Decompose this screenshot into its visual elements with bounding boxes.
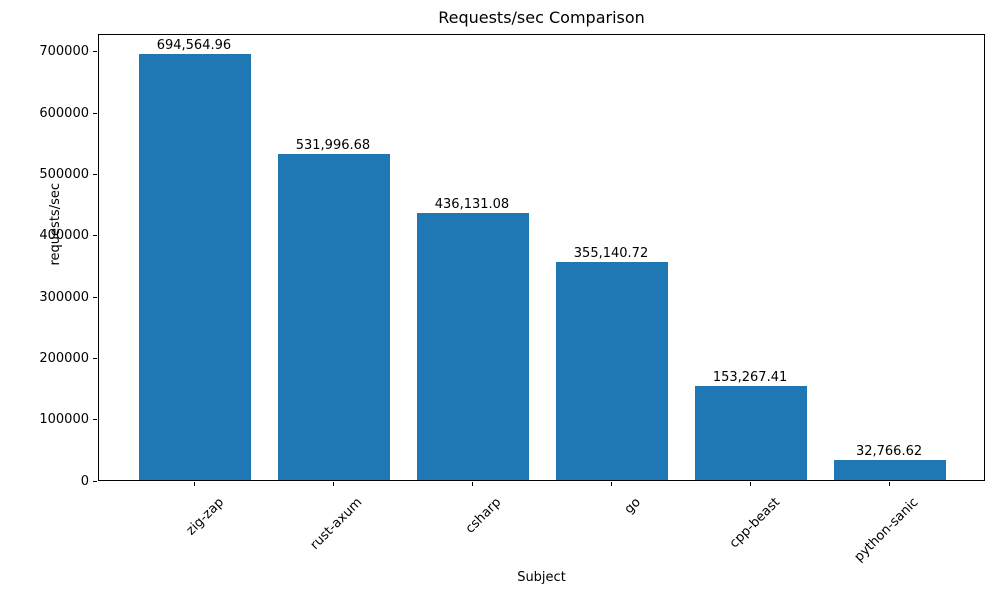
bar-python-sanic	[834, 459, 946, 480]
y-tick-mark	[93, 235, 97, 237]
x-tick-mark	[332, 482, 334, 486]
y-tick-label: 0	[80, 473, 89, 489]
y-tick-mark	[93, 296, 97, 298]
bar-value-label: 32,766.62	[855, 443, 923, 459]
y-axis-label: requests/sec	[47, 183, 63, 266]
y-tick-label: 500000	[39, 167, 89, 183]
y-tick-label: 400000	[39, 228, 89, 244]
x-tick-label-python-sanic: python-sanic	[851, 495, 922, 565]
y-tick-mark	[93, 480, 97, 482]
y-tick-mark	[93, 51, 97, 53]
y-tick-label: 100000	[39, 412, 89, 428]
x-tick-mark	[471, 482, 473, 486]
x-tick-label-zig-zap: zig-zap	[183, 495, 227, 539]
y-tick-mark	[93, 357, 97, 359]
y-tick-mark	[93, 174, 97, 176]
y-tick-label: 200000	[39, 350, 89, 366]
y-tick-label: 300000	[39, 289, 89, 305]
bar-value-label: 436,131.08	[434, 196, 510, 212]
x-tick-label-cpp-beast: cpp-beast	[726, 495, 783, 552]
y-tick-label: 700000	[39, 44, 89, 60]
x-tick-label-go: go	[621, 495, 644, 518]
x-tick-mark	[193, 482, 195, 486]
chart-title: Requests/sec Comparison	[438, 8, 645, 27]
bar-value-label: 355,140.72	[573, 246, 649, 262]
x-tick-mark	[889, 482, 891, 486]
x-axis-label: Subject	[517, 570, 566, 585]
bar-csharp	[417, 212, 529, 480]
plot-area	[98, 34, 985, 481]
x-tick-mark	[611, 482, 612, 486]
bar-rust-axum	[278, 153, 390, 480]
y-tick-mark	[93, 112, 97, 114]
y-tick-label: 600000	[39, 105, 89, 121]
bar-value-label: 531,996.68	[295, 137, 371, 153]
bar-value-label: 694,564.96	[156, 38, 232, 54]
y-tick-mark	[93, 419, 97, 421]
bar-value-label: 153,267.41	[712, 370, 788, 386]
x-tick-label-rust-axum: rust-axum	[307, 495, 366, 553]
bar-go	[556, 262, 668, 480]
x-tick-label-csharp: csharp	[463, 495, 505, 537]
bar-zig-zap	[139, 54, 251, 480]
x-tick-mark	[750, 482, 752, 486]
bar-cpp-beast	[695, 386, 807, 480]
